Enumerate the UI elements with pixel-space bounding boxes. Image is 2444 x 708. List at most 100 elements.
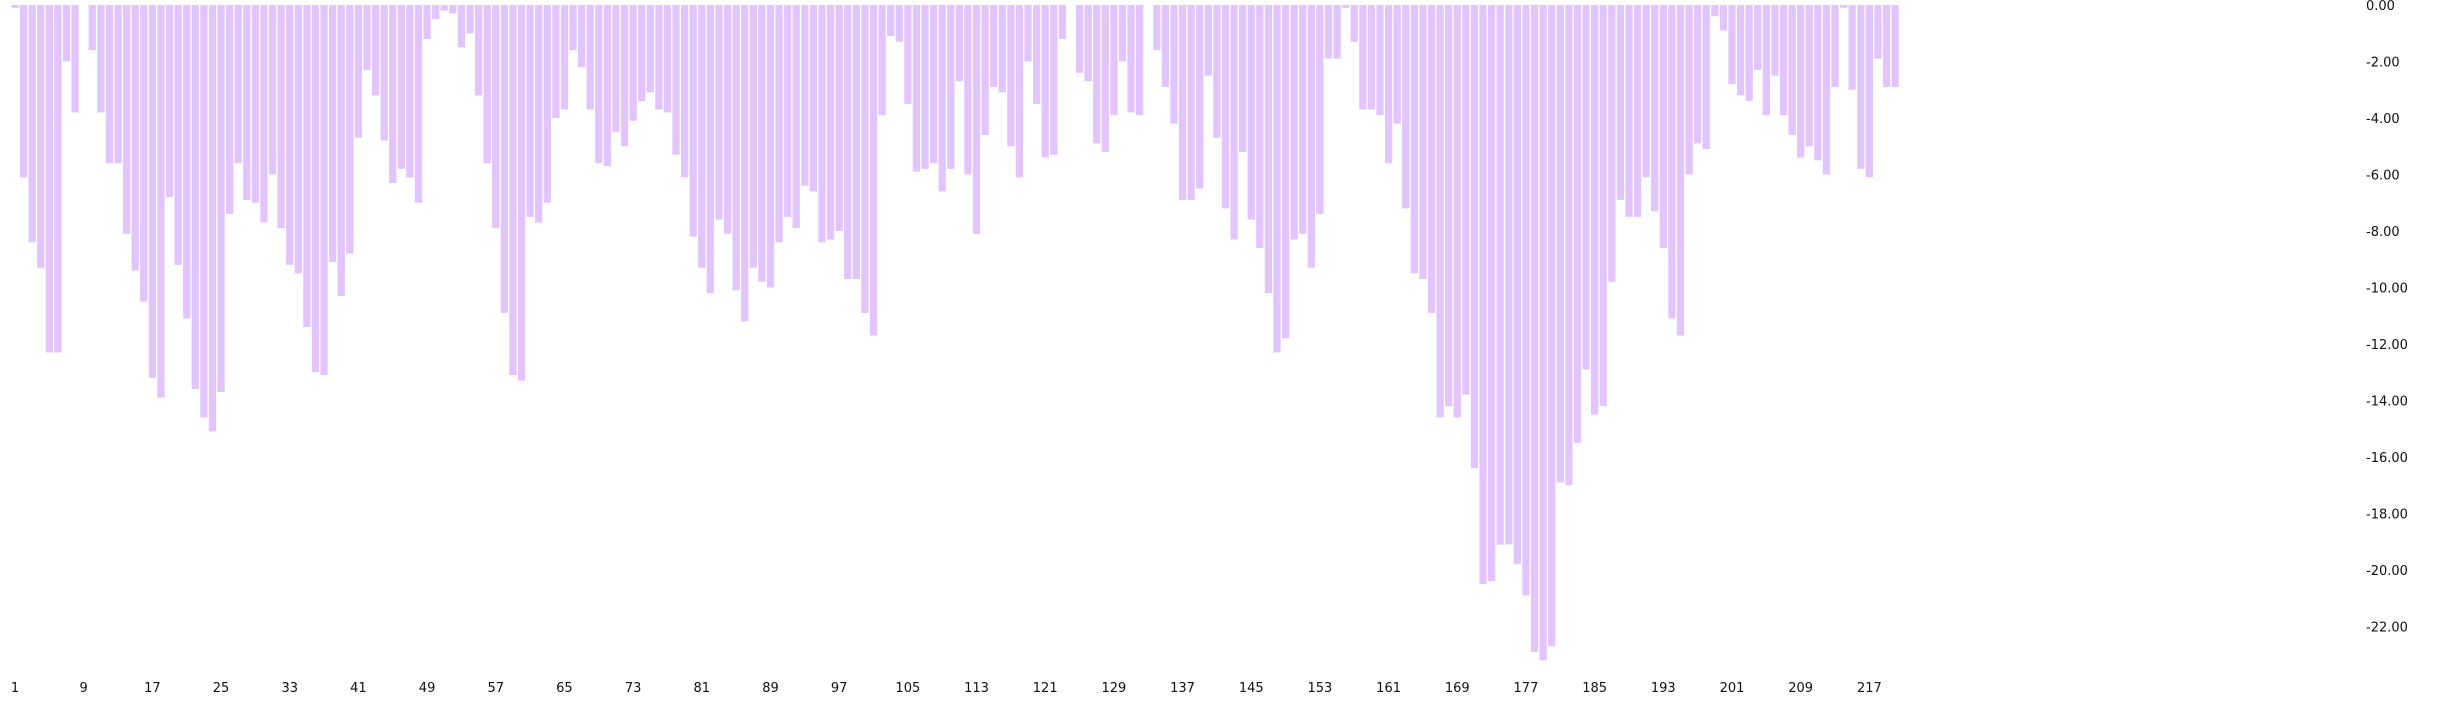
bar-192 <box>1651 5 1659 212</box>
bar-151 <box>1299 5 1307 234</box>
y-tick-label: -16.00 <box>2366 451 2408 466</box>
bar-28 <box>243 5 251 200</box>
bar-94 <box>809 5 818 192</box>
bar-146 <box>1256 5 1264 248</box>
bar-159 <box>1367 5 1376 110</box>
bar-77 <box>663 5 672 113</box>
bar-58 <box>500 5 508 313</box>
bar-75 <box>646 5 654 93</box>
bar-166 <box>1427 5 1436 313</box>
bar-139 <box>1196 5 1204 189</box>
bar-161 <box>1384 5 1393 164</box>
y-tick-label: -2.00 <box>2366 56 2400 71</box>
bar-210 <box>1805 5 1813 147</box>
bar-76 <box>655 5 663 110</box>
bar-33 <box>286 5 294 265</box>
bar-7 <box>62 5 71 62</box>
bar-86 <box>741 5 749 322</box>
x-tick-label: 177 <box>1514 681 1539 696</box>
y-tick-label: -20.00 <box>2366 564 2408 579</box>
bar-163 <box>1402 5 1410 209</box>
bar-175 <box>1505 5 1513 545</box>
bar-2 <box>19 5 28 178</box>
bar-39 <box>337 5 345 296</box>
bar-82 <box>706 5 715 294</box>
bar-15 <box>131 5 139 271</box>
bar-54 <box>466 5 474 34</box>
bar-150 <box>1290 5 1298 240</box>
bar-184 <box>1582 5 1590 370</box>
y-tick-label: -14.00 <box>2366 394 2408 409</box>
bar-59 <box>509 5 517 376</box>
bar-128 <box>1101 5 1109 152</box>
bar-13 <box>114 5 122 164</box>
bar-45 <box>389 5 397 183</box>
bar-68 <box>586 5 594 110</box>
bar-99 <box>852 5 860 279</box>
bar-214 <box>1839 5 1848 8</box>
bar-36 <box>311 5 320 373</box>
bar-50 <box>432 5 440 20</box>
bar-3 <box>28 5 36 243</box>
bar-119 <box>1024 5 1032 62</box>
bar-135 <box>1161 5 1170 87</box>
bar-216 <box>1857 5 1865 169</box>
x-axis-tick-labels: 1 9 17 25 33 41 49 57 65 73 81 89 97 105 113 121 129 137 1… <box>11 681 1882 696</box>
bar-14 <box>122 5 131 234</box>
bar-140 <box>1204 5 1212 76</box>
bar-73 <box>629 5 637 121</box>
x-tick-label: 217 <box>1857 681 1882 696</box>
bar-204 <box>1754 5 1762 70</box>
bar-190 <box>1633 5 1642 217</box>
bar-92 <box>792 5 800 229</box>
x-tick-label: 169 <box>1445 681 1470 696</box>
bar-155 <box>1333 5 1341 59</box>
bar-18 <box>157 5 165 398</box>
y-tick-label: -10.00 <box>2366 281 2408 296</box>
bar-196 <box>1685 5 1693 175</box>
x-tick-label: 9 <box>80 681 88 696</box>
bar-219 <box>1882 5 1891 87</box>
bar-169 <box>1453 5 1461 418</box>
bar-185 <box>1591 5 1599 415</box>
x-tick-label: 89 <box>762 681 779 696</box>
bar-63 <box>543 5 551 203</box>
bar-21 <box>183 5 191 319</box>
bar-95 <box>818 5 826 243</box>
bar-106 <box>912 5 921 172</box>
bar-120 <box>1032 5 1041 104</box>
x-tick-label: 25 <box>213 681 230 696</box>
bar-147 <box>1264 5 1273 294</box>
bar-52 <box>449 5 457 14</box>
bar-202 <box>1736 5 1745 96</box>
bar-171 <box>1470 5 1479 469</box>
bar-113 <box>972 5 981 234</box>
bar-158 <box>1359 5 1367 110</box>
bar-41 <box>354 5 363 138</box>
bar-105 <box>904 5 912 104</box>
bar-123 <box>1058 5 1067 39</box>
bar-69 <box>595 5 603 164</box>
bar-180 <box>1548 5 1556 647</box>
bar-49 <box>423 5 431 39</box>
bar-117 <box>1007 5 1015 147</box>
bar-209 <box>1797 5 1805 158</box>
x-tick-label: 105 <box>895 681 920 696</box>
bar-109 <box>938 5 946 192</box>
bar-29 <box>251 5 260 203</box>
bar-47 <box>406 5 414 178</box>
bar-220 <box>1891 5 1899 87</box>
x-tick-label: 201 <box>1720 681 1745 696</box>
bar-19 <box>165 5 174 198</box>
bar-24 <box>208 5 217 432</box>
bar-129 <box>1110 5 1118 116</box>
bar-208 <box>1788 5 1796 135</box>
bar-162 <box>1393 5 1401 124</box>
bar-186 <box>1599 5 1607 407</box>
bar-136 <box>1170 5 1178 124</box>
bar-27 <box>234 5 242 164</box>
bar-32 <box>277 5 285 229</box>
bar-97 <box>835 5 843 231</box>
bar-142 <box>1221 5 1230 209</box>
